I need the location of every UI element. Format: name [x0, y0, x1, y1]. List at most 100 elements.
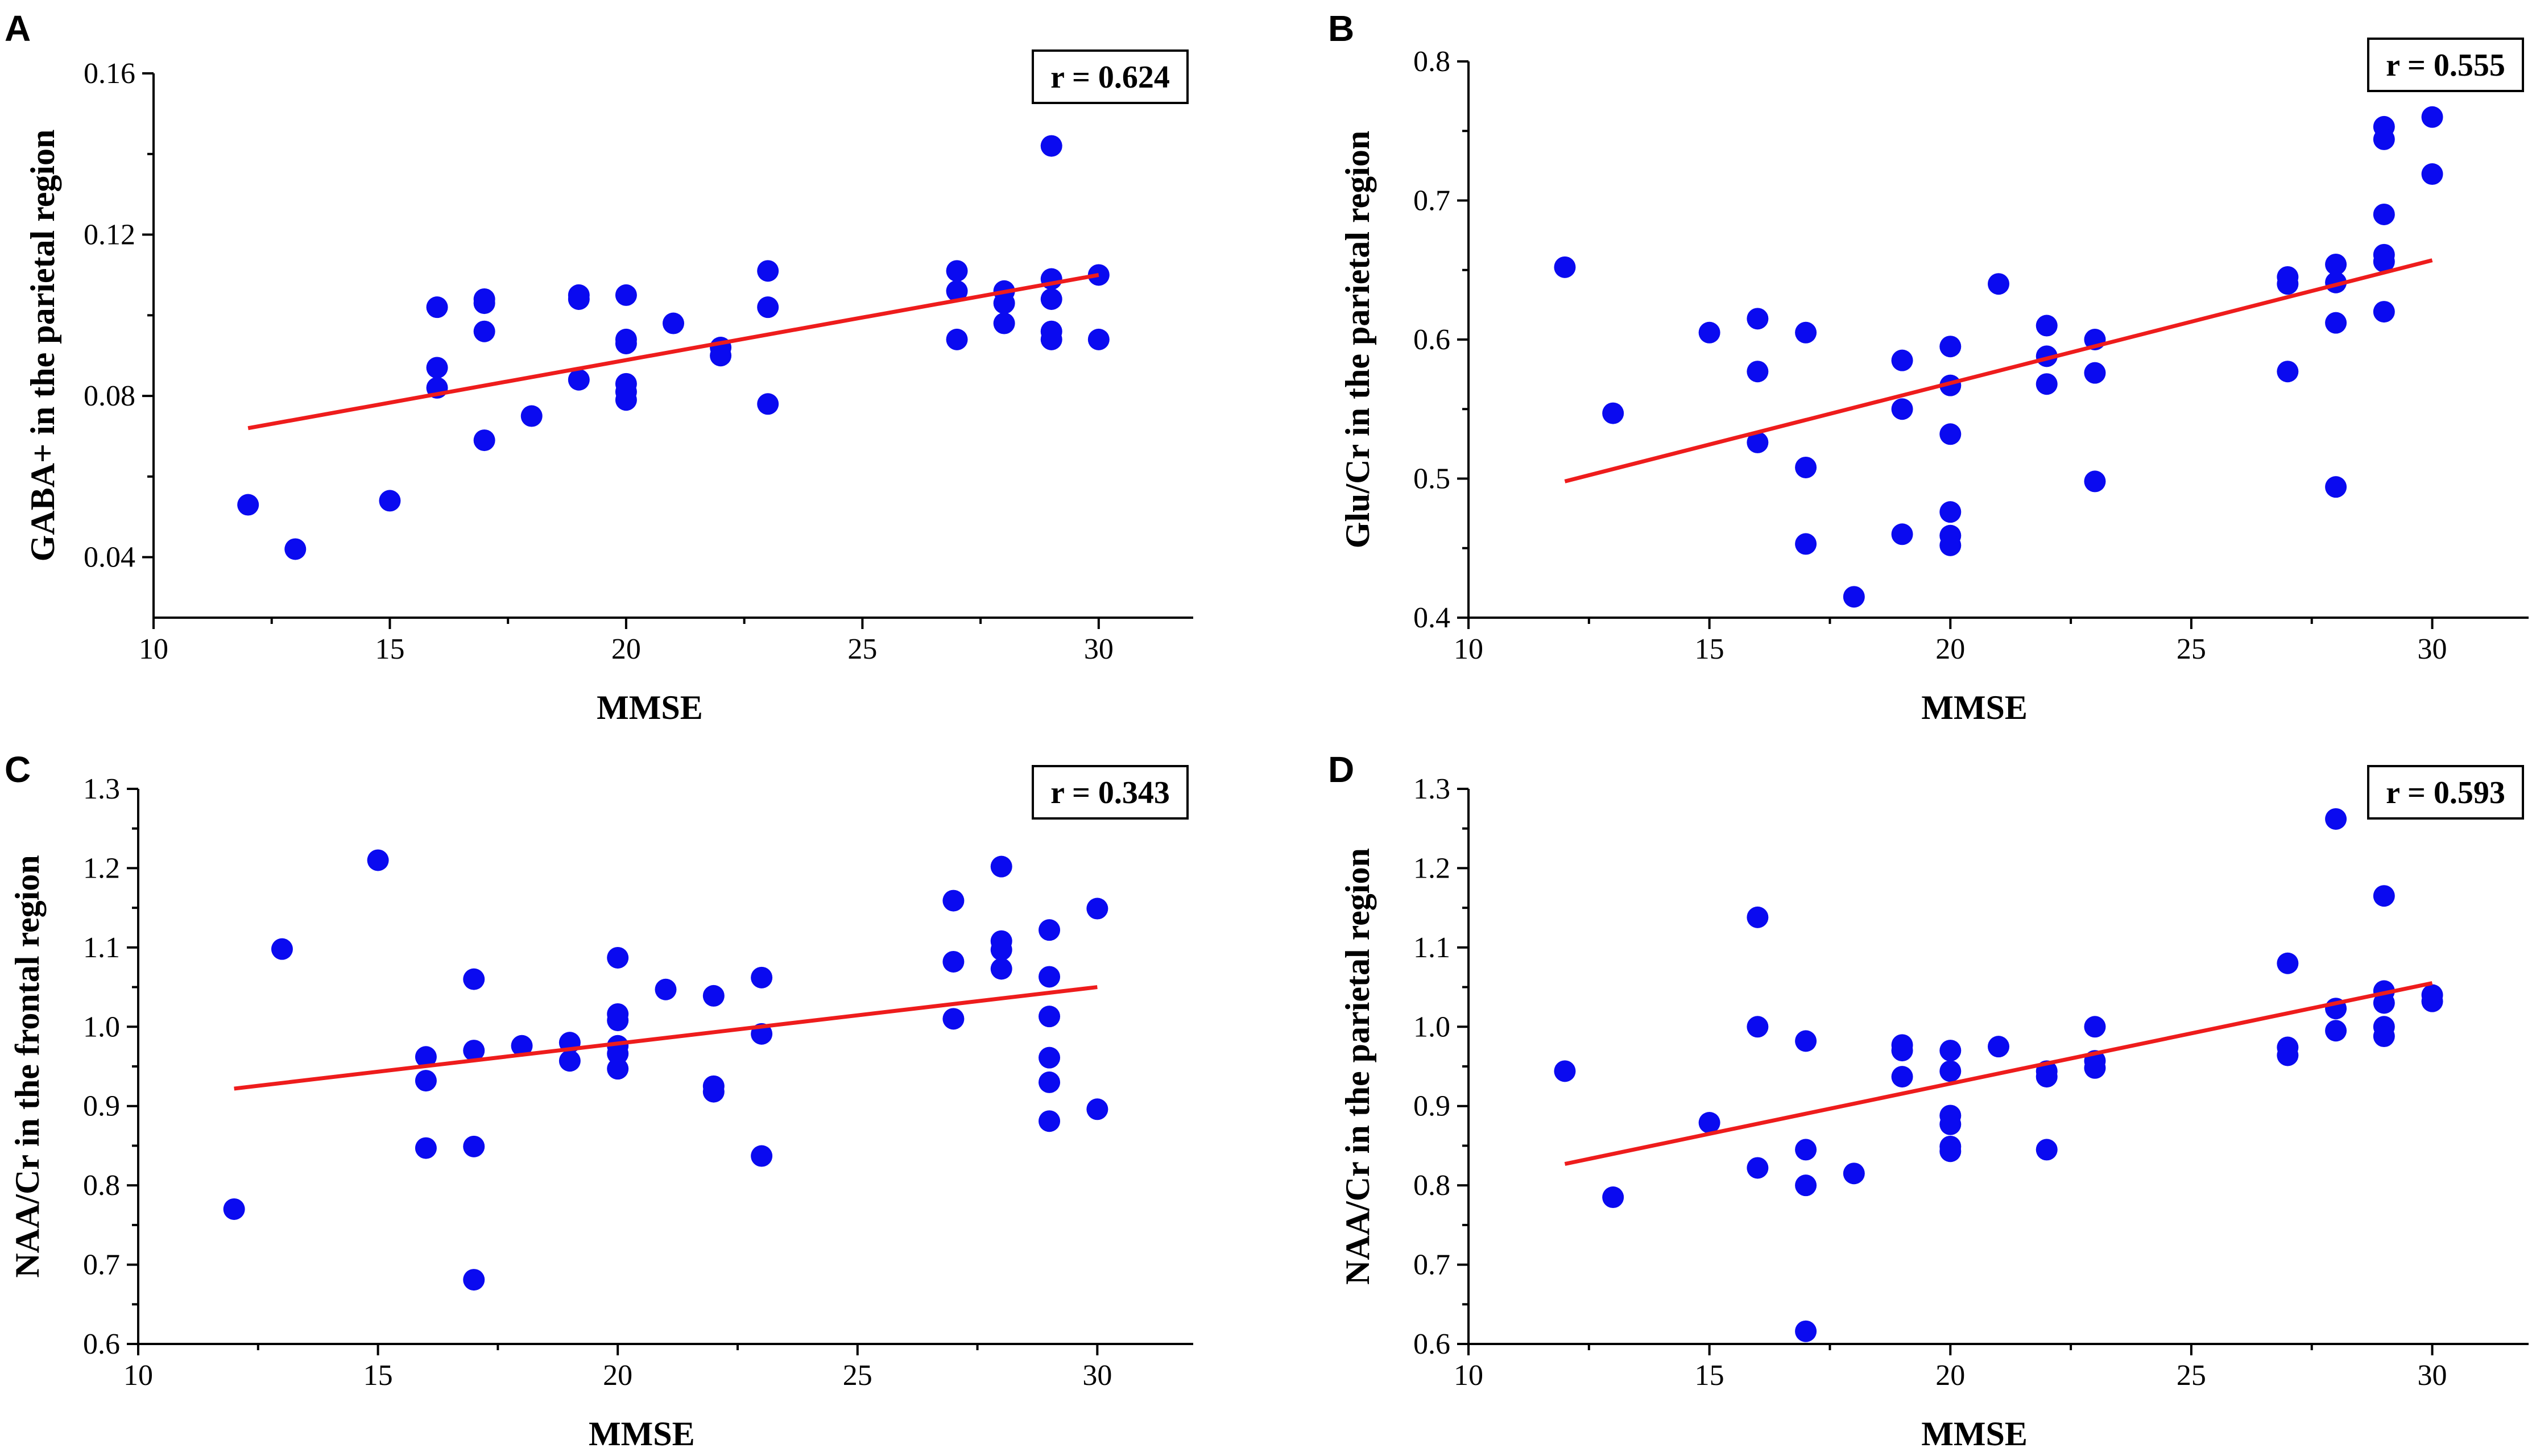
data-point: [2277, 952, 2299, 974]
data-point: [1698, 1111, 1720, 1134]
y-tick-label: 0.5: [1413, 463, 1450, 495]
y-tick-label: 0.04: [84, 541, 135, 574]
data-point: [1939, 336, 1962, 358]
data-point: [757, 260, 779, 282]
data-point: [1795, 1139, 1817, 1161]
data-point: [1087, 328, 1110, 350]
y-tick-label: 1.0: [1413, 1011, 1450, 1043]
data-point: [2084, 362, 2106, 384]
y-tick-label: 1.1: [1413, 932, 1450, 964]
r-annotation: r = 0.593: [2386, 775, 2505, 810]
x-tick-label: 20: [611, 633, 641, 665]
data-point: [990, 958, 1012, 980]
data-point: [473, 292, 495, 315]
r-annotation-box: [2367, 765, 2524, 820]
data-point: [942, 890, 965, 912]
data-point: [2277, 273, 2299, 295]
data-point: [463, 968, 485, 990]
x-tick-label: 25: [2177, 1359, 2206, 1392]
x-tick-label: 25: [843, 1359, 872, 1392]
x-tick-label: 15: [375, 633, 404, 665]
data-point: [1039, 919, 1061, 941]
data-point: [1988, 273, 2009, 295]
regression-line: [1564, 258, 2433, 483]
y-tick-label: 0.4: [1413, 602, 1450, 634]
data-point: [702, 1081, 725, 1103]
data-point: [1891, 1066, 1913, 1088]
data-point: [2325, 312, 2347, 334]
data-point: [1891, 398, 1913, 420]
data-point: [1795, 1320, 1817, 1342]
data-point: [1891, 349, 1913, 371]
data-point: [568, 288, 590, 310]
panel-b: B 10 15 20 25 30 0.4 0.5 0.6 0.7 0.8 MMSE Glu/Cr in …: [1328, 8, 2529, 726]
y-tick-label: 0.08: [84, 380, 135, 412]
x-tick-label: 30: [1082, 1359, 1112, 1392]
data-point: [946, 280, 968, 302]
data-point: [1039, 1071, 1061, 1093]
data-point: [942, 950, 965, 973]
data-point: [2373, 992, 2395, 1014]
data-point: [1795, 456, 1817, 478]
x-axis-title: MMSE: [597, 689, 703, 726]
data-point: [2421, 990, 2443, 1012]
r-annotation: r = 0.343: [1050, 775, 1170, 810]
data-point: [1843, 1163, 1865, 1185]
data-point: [473, 320, 495, 342]
x-tick-label: 15: [1695, 1359, 1724, 1392]
regression-line: [234, 985, 1098, 1091]
x-tick-label: 15: [363, 1359, 393, 1392]
r-annotation-box: [1032, 49, 1189, 104]
data-point: [1795, 1030, 1817, 1052]
data-point: [2325, 253, 2347, 275]
data-point: [2325, 808, 2347, 830]
panel-label: B: [1328, 8, 1354, 49]
y-tick-label: 1.2: [83, 852, 120, 884]
y-tick-label: 0.7: [83, 1249, 120, 1281]
regression-line: [1564, 981, 2433, 1166]
data-point: [463, 1269, 485, 1291]
data-point: [1039, 1006, 1061, 1028]
data-point: [415, 1046, 437, 1068]
data-point: [1891, 523, 1913, 545]
data-point: [1698, 321, 1720, 344]
r-annotation: r = 0.555: [2386, 48, 2505, 83]
r-annotation-box: [2367, 38, 2524, 92]
y-tick-label: 0.9: [83, 1090, 120, 1123]
data-point: [751, 966, 773, 988]
data-point: [655, 978, 677, 1000]
data-point: [1939, 1060, 1962, 1082]
data-point: [757, 393, 779, 415]
data-point: [2277, 1044, 2299, 1066]
x-tick-label: 10: [123, 1359, 153, 1392]
data-point: [607, 1043, 629, 1065]
y-tick-label: 1.3: [83, 773, 120, 805]
x-tick-label: 30: [1084, 633, 1114, 665]
x-axis-title: MMSE: [589, 1415, 695, 1453]
data-point: [607, 946, 629, 969]
data-point: [1747, 1016, 1769, 1038]
y-axis-title: GABA+ in the parietal region: [24, 130, 61, 562]
panel-label: A: [5, 8, 31, 49]
regression-line: [247, 272, 1099, 431]
y-tick-label: 1.1: [83, 932, 120, 964]
data-point: [1939, 1113, 1962, 1135]
data-point: [1939, 423, 1962, 445]
data-point: [1086, 1098, 1108, 1120]
data-point: [2036, 373, 2058, 395]
r-annotation: r = 0.624: [1050, 60, 1170, 95]
data-point: [1939, 534, 1962, 556]
data-point: [946, 260, 968, 282]
x-axis-title: MMSE: [1921, 689, 2028, 726]
data-point: [607, 1058, 629, 1080]
data-point: [2373, 251, 2395, 273]
data-point: [990, 939, 1012, 961]
data-point: [757, 296, 779, 318]
data-point: [2277, 361, 2299, 383]
panel-d: D 10 15 20 25 30 0.6 0.7 0.8 0.9 1.0 1.1 1.2 1.3 MMSE N…: [1328, 749, 2529, 1453]
data-point: [1939, 1140, 1962, 1163]
data-point: [2373, 128, 2395, 150]
x-tick-label: 10: [139, 633, 168, 665]
panel-a: A 10 15 20 25 30 0.04 0.08 0.12 0.16 MMSE GABA+ in …: [5, 8, 1193, 726]
